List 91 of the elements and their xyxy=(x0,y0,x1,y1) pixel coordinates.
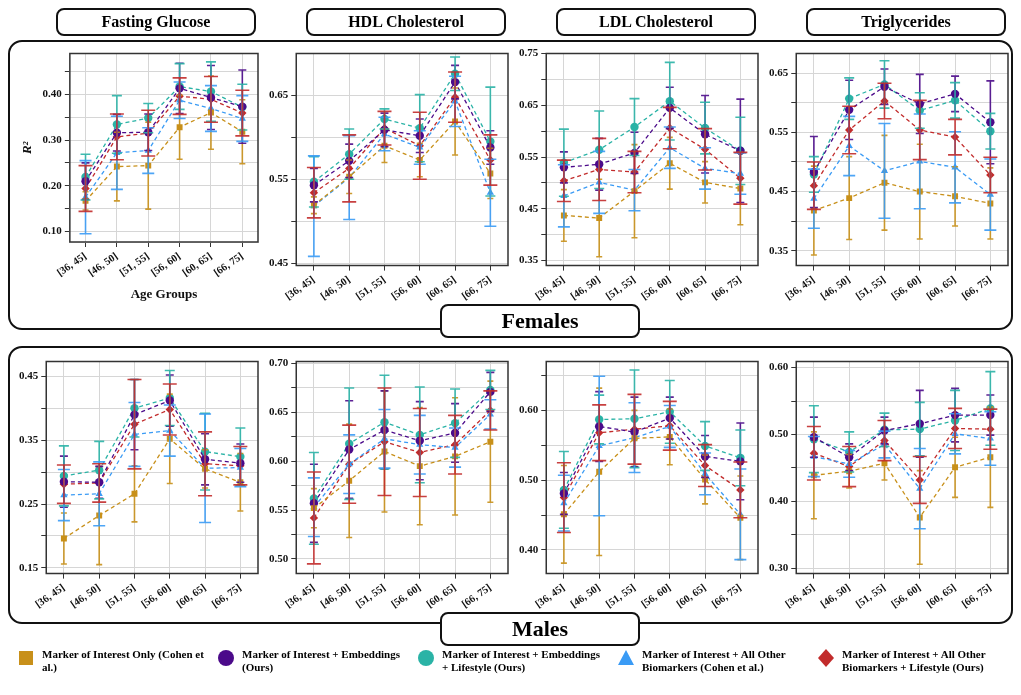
x-tick-label: [60, 65] xyxy=(674,581,708,610)
x-tick-label: [36, 45] xyxy=(283,273,317,302)
text: Females xyxy=(440,304,640,338)
x-tick-label: [36, 45] xyxy=(33,581,67,610)
x-tick-label: [51, 55] xyxy=(117,250,151,279)
x-tick-label: [66, 75] xyxy=(709,273,744,302)
x-tick-label: [51, 55] xyxy=(353,273,388,302)
x-tick-label: [60, 65] xyxy=(424,581,458,610)
x-tick-label: [51, 55] xyxy=(103,581,138,610)
x-tick-label: [60, 65] xyxy=(424,273,458,302)
y-tick-label: 0.65 xyxy=(269,405,289,418)
x-tick-label: [66, 75] xyxy=(209,581,244,610)
y-tick-label: 0.40 xyxy=(519,542,539,555)
x-tick-label: [56, 60] xyxy=(638,273,673,302)
y-tick-label: 0.20 xyxy=(42,178,63,191)
y-tick-label: 0.75 xyxy=(519,46,539,59)
x-tick-label: [46, 50] xyxy=(818,273,852,302)
y-tick-label: 0.55 xyxy=(769,125,789,138)
x-tick-label: [60, 65] xyxy=(674,273,708,302)
y-tick-label: 0.45 xyxy=(519,201,539,214)
x-tick-label: [56, 60] xyxy=(388,581,423,610)
y-tick-label: 0.10 xyxy=(42,224,63,237)
y-tick-label: 0.25 xyxy=(19,496,39,509)
x-tick-label: [46, 50] xyxy=(568,273,602,302)
x-tick-label: [51, 55] xyxy=(603,581,638,610)
chart-title: HDL Cholesterol xyxy=(306,8,506,36)
x-tick-label: [36, 45] xyxy=(783,273,817,302)
y-tick-label: 0.65 xyxy=(519,98,539,111)
x-tick-label: [46, 50] xyxy=(318,273,352,302)
y-tick-label: 0.50 xyxy=(769,427,789,440)
y-tick-label: 0.55 xyxy=(269,502,289,515)
x-tick-label: [56, 60] xyxy=(888,273,923,302)
x-tick-label: [51, 55] xyxy=(603,273,638,302)
legend-label: Marker of Interest Only (Cohen et al.) xyxy=(42,648,205,674)
x-tick-label: [46, 50] xyxy=(68,581,102,610)
x-tick-label: [66, 75] xyxy=(959,273,994,302)
x-tick-label: [36, 45] xyxy=(54,250,89,279)
legend-label: Marker of Interest + All Other Biomarkers (Cohen et al.) xyxy=(642,648,787,674)
chart-title: Triglycerides xyxy=(806,8,1006,36)
y-tick-label: 0.70 xyxy=(269,356,289,369)
y-axis-title: R² xyxy=(19,140,35,156)
y-tick-label: 0.60 xyxy=(519,403,539,416)
x-tick-label: [66, 75] xyxy=(459,581,494,610)
x-tick-label: [51, 55] xyxy=(353,581,388,610)
x-tick-label: [60, 65] xyxy=(174,581,208,610)
x-tick-label: [56, 60] xyxy=(888,581,923,610)
x-tick-label: [46, 50] xyxy=(568,581,602,610)
y-tick-label: 0.40 xyxy=(42,87,63,100)
text: Males xyxy=(440,612,640,646)
x-tick-label: [36, 45] xyxy=(283,581,317,610)
x-tick-label: [56, 60] xyxy=(138,581,173,610)
x-tick-label: [60, 65] xyxy=(924,273,958,302)
y-tick-label: 0.60 xyxy=(269,454,289,467)
legend-label: Marker of Interest + All Other Biomarkers + Lifestyle (Ours) xyxy=(842,648,987,674)
chart-title: Fasting Glucose xyxy=(56,8,256,36)
x-tick-label: [46, 50] xyxy=(818,581,852,610)
x-tick-label: [60, 65] xyxy=(180,250,214,279)
y-tick-label: 0.45 xyxy=(19,369,39,382)
legend-label: Marker of Interest + Embeddings + Lifestyle (Ours) xyxy=(442,648,602,674)
x-tick-label: [36, 45] xyxy=(783,581,817,610)
y-tick-label: 0.45 xyxy=(769,184,789,197)
x-tick-label: [46, 50] xyxy=(318,581,352,610)
x-tick-label: [66, 75] xyxy=(959,581,994,610)
y-tick-label: 0.60 xyxy=(769,360,789,373)
x-tick-label: [51, 55] xyxy=(853,273,888,302)
y-tick-label: 0.45 xyxy=(269,255,289,268)
y-tick-label: 0.15 xyxy=(19,560,39,573)
x-tick-label: [56, 60] xyxy=(388,273,423,302)
x-tick-label: [66, 75] xyxy=(709,581,744,610)
x-axis-title: Age Groups xyxy=(130,285,198,301)
y-tick-label: 0.35 xyxy=(19,432,39,445)
x-tick-label: [36, 45] xyxy=(533,581,567,610)
y-tick-label: 0.55 xyxy=(519,149,539,162)
chart-title: LDL Cholesterol xyxy=(556,8,756,36)
y-tick-label: 0.35 xyxy=(769,243,789,256)
x-tick-label: [66, 75] xyxy=(459,273,494,302)
x-tick-label: [51, 55] xyxy=(853,581,888,610)
y-tick-label: 0.30 xyxy=(769,561,789,574)
y-tick-label: 0.35 xyxy=(519,253,539,266)
y-tick-label: 0.50 xyxy=(519,473,539,485)
x-tick-label: [36, 45] xyxy=(533,273,567,302)
legend-label: Marker of Interest + Embeddings (Ours) xyxy=(242,648,402,674)
x-tick-label: [46, 50] xyxy=(86,250,120,279)
y-tick-label: 0.30 xyxy=(42,132,63,145)
y-tick-label: 0.50 xyxy=(269,551,289,564)
x-tick-label: [60, 65] xyxy=(924,581,958,610)
y-tick-label: 0.40 xyxy=(769,494,789,507)
y-tick-label: 0.65 xyxy=(769,65,789,78)
x-tick-label: [56, 60] xyxy=(638,581,673,610)
y-tick-label: 0.65 xyxy=(269,88,289,101)
y-tick-label: 0.55 xyxy=(269,172,289,185)
